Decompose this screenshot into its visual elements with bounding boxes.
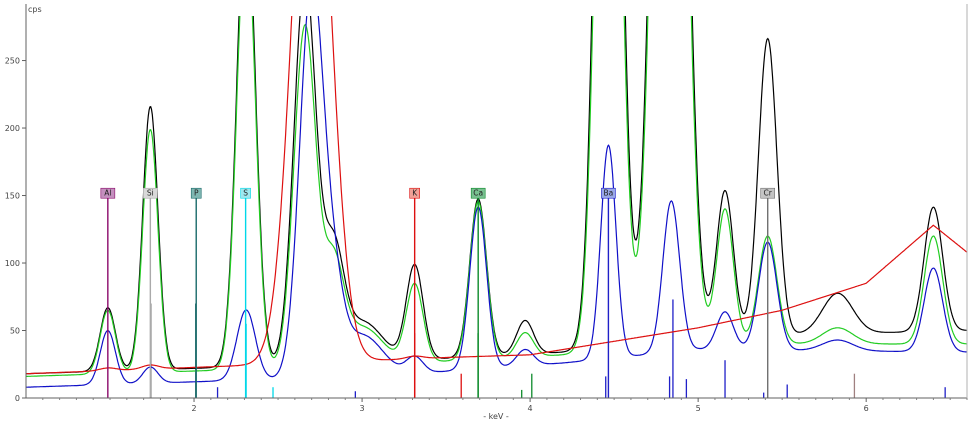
element-tag-cr[interactable]: [760, 187, 776, 199]
y-tick-label: 150: [5, 192, 20, 201]
element-tag-label: K: [412, 189, 418, 198]
x-tick-label: 5: [696, 404, 701, 413]
x-tick-label: 3: [360, 404, 365, 413]
y-tick-label: 100: [5, 259, 20, 268]
element-tag-p[interactable]: [190, 187, 202, 199]
element-tag-k[interactable]: [409, 187, 420, 199]
element-tag-ca[interactable]: [470, 187, 486, 199]
element-tag-ba[interactable]: [601, 187, 616, 199]
element-tag-label: Si: [147, 189, 154, 198]
series-lines: [26, 16, 967, 388]
spectrum-series-2: [26, 16, 967, 377]
x-tick-label: 6: [864, 404, 869, 413]
spectrum-series-4: [26, 16, 967, 375]
plot-area: [26, 16, 967, 398]
element-tag-label: Ba: [604, 189, 614, 198]
element-tag-label: Ca: [473, 189, 483, 198]
y-tick-label: 250: [5, 57, 20, 66]
element-tag-label: S: [243, 189, 248, 198]
element-tag-si[interactable]: [143, 187, 158, 199]
element-tag-label: Al: [104, 189, 111, 198]
x-axis-label: - keV -: [483, 412, 509, 421]
element-tag-label: Cr: [764, 189, 773, 198]
element-tag-label: P: [194, 189, 199, 198]
y-axis-label: cps: [28, 5, 42, 14]
y-tick-label: 0: [15, 394, 20, 403]
y-tick-label: 50: [10, 327, 20, 336]
element-markers: Al Si P S K Ca Ba Cr: [100, 187, 776, 398]
element-tag-al[interactable]: [100, 187, 116, 199]
spectrum-series-3: [26, 16, 967, 388]
y-tick-label: 200: [5, 124, 20, 133]
element-tag-s[interactable]: [240, 187, 251, 199]
x-tick-label: 2: [191, 404, 196, 413]
axes: 0 50 100 150 200 250 2 3 4 5 6: [5, 4, 968, 413]
x-tick-label: 4: [528, 404, 533, 413]
spectrum-series-1: [26, 16, 967, 375]
